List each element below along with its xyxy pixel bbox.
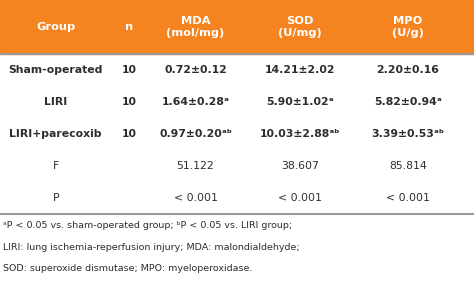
Text: < 0.001: < 0.001: [278, 193, 322, 203]
Text: SOD
(U/mg): SOD (U/mg): [278, 16, 322, 38]
Text: ᵃP < 0.05 vs. sham-operated group; ᵇP < 0.05 vs. LIRI group;: ᵃP < 0.05 vs. sham-operated group; ᵇP < …: [3, 221, 292, 230]
Text: 5.90±1.02ᵃ: 5.90±1.02ᵃ: [266, 97, 334, 107]
Text: Sham-operated: Sham-operated: [9, 65, 103, 75]
Text: n: n: [125, 22, 133, 32]
Text: LIRI: lung ischemia-reperfusion injury; MDA: malondialdehyde;: LIRI: lung ischemia-reperfusion injury; …: [3, 243, 300, 252]
Text: 2.20±0.16: 2.20±0.16: [376, 65, 439, 75]
Text: 14.21±2.02: 14.21±2.02: [264, 65, 335, 75]
Text: 0.72±0.12: 0.72±0.12: [164, 65, 227, 75]
Text: 1.64±0.28ᵃ: 1.64±0.28ᵃ: [162, 97, 229, 107]
Text: 10.03±2.88ᵃᵇ: 10.03±2.88ᵃᵇ: [260, 129, 340, 139]
Text: 38.607: 38.607: [281, 161, 319, 171]
Text: MPO
(U/g): MPO (U/g): [392, 16, 424, 38]
Text: 10: 10: [122, 129, 137, 139]
Text: 0.97±0.20ᵃᵇ: 0.97±0.20ᵃᵇ: [159, 129, 232, 139]
Text: LIRI+parecoxib: LIRI+parecoxib: [9, 129, 102, 139]
Text: SOD: superoxide dismutase; MPO: myeloperoxidase.: SOD: superoxide dismutase; MPO: myeloper…: [3, 264, 252, 273]
Text: LIRI: LIRI: [44, 97, 67, 107]
Text: P: P: [53, 193, 59, 203]
Text: Group: Group: [36, 22, 75, 32]
Text: 51.122: 51.122: [177, 161, 214, 171]
Text: F: F: [53, 161, 59, 171]
Text: MDA
(mol/mg): MDA (mol/mg): [166, 16, 225, 38]
Text: < 0.001: < 0.001: [386, 193, 429, 203]
Bar: [0, 0, 474, 54]
Text: 3.39±0.53ᵃᵇ: 3.39±0.53ᵃᵇ: [371, 129, 444, 139]
Text: 85.814: 85.814: [389, 161, 427, 171]
Text: 10: 10: [122, 97, 137, 107]
Text: < 0.001: < 0.001: [173, 193, 218, 203]
Text: 5.82±0.94ᵃ: 5.82±0.94ᵃ: [374, 97, 441, 107]
Text: 10: 10: [122, 65, 137, 75]
